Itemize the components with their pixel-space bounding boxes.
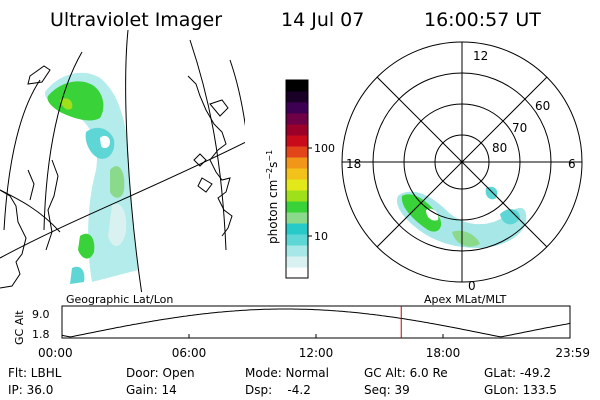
- altitude-xtick-label: 23:59: [555, 346, 590, 360]
- status-gain: Gain: 14: [126, 383, 177, 397]
- status-glon: GLon: 133.5: [484, 383, 557, 397]
- colorbar-cell: [286, 212, 308, 224]
- colorbar-cell: [286, 135, 308, 147]
- status-door: Door: Open: [126, 366, 195, 380]
- status-panel: Flt: LBHL IP: 36.0 Door: Open Gain: 14 M…: [8, 366, 557, 397]
- geographic-label: Geographic Lat/Lon: [66, 293, 173, 306]
- altitude-xtick-label: 06:00: [172, 346, 207, 360]
- colorbar-cell: [286, 80, 308, 92]
- colorbar-cell: [286, 179, 308, 191]
- altitude-plot: GC Alt 9.0 1.8 00:00 06:00 12:00 18:00 23:59: [13, 305, 590, 360]
- colorbar-cell: [286, 146, 308, 158]
- polar-plot: 12 18 6 0 60 70 80: [341, 41, 583, 293]
- time-label: 16:00:57 UT: [424, 9, 541, 31]
- colorbar-scale: [286, 80, 308, 279]
- colorbar-cell: [286, 234, 308, 246]
- date-label: 14 Jul 07: [281, 9, 364, 31]
- mlat-label-80: 80: [492, 141, 507, 155]
- colorbar-label: photon cm−2s−1: [265, 150, 280, 244]
- status-dsp: Dsp: -4.2: [245, 383, 311, 397]
- altitude-plot-frame: [61, 305, 571, 339]
- polar-aurora-image: [396, 186, 527, 248]
- altitude-curve: [61, 308, 571, 338]
- colorbar-cell: [286, 113, 308, 125]
- status-flt: Flt: LBHL: [8, 366, 62, 380]
- colorbar-frame: [285, 79, 309, 279]
- status-gcalt: GC Alt: 6.0 Re: [364, 366, 448, 380]
- mlt-label-12: 12: [473, 49, 488, 63]
- altitude-xtick-label: 18:00: [426, 346, 461, 360]
- mlat-label-60: 60: [535, 99, 550, 113]
- colorbar-tick-10: 10: [314, 230, 328, 243]
- mlt-label-6: 6: [568, 157, 576, 171]
- colorbar-tick-100: 100: [314, 142, 335, 155]
- mlt-label-18: 18: [346, 157, 361, 171]
- colorbar-cell: [286, 168, 308, 180]
- status-ip: IP: 36.0: [8, 383, 53, 397]
- instrument-title: Ultraviolet Imager: [50, 9, 222, 31]
- geographic-map: [0, 30, 245, 292]
- colorbar-cell: [286, 223, 308, 235]
- altitude-xtick-label: 00:00: [38, 346, 73, 360]
- altitude-ylabel: GC Alt: [13, 310, 26, 345]
- colorbar-cell: [286, 124, 308, 136]
- geo-coastlines: [0, 65, 233, 289]
- colorbar-cell: [286, 256, 308, 268]
- colorbar-cell: [286, 267, 308, 279]
- altitude-ytick-bottom: 1.8: [32, 328, 50, 341]
- status-glat: GLat: -49.2: [484, 366, 551, 380]
- status-seq: Seq: 39: [364, 383, 410, 397]
- altitude-ytick-top: 9.0: [32, 308, 50, 321]
- apex-label: Apex MLat/MLT: [424, 293, 507, 306]
- colorbar-cell: [286, 157, 308, 169]
- colorbar-cell: [286, 245, 308, 257]
- header: Ultraviolet Imager 14 Jul 07 16:00:57 UT: [50, 9, 541, 31]
- colorbar-cell: [286, 201, 308, 213]
- colorbar-cell: [286, 190, 308, 202]
- altitude-xticks: 00:00 06:00 12:00 18:00 23:59: [38, 334, 590, 360]
- mlt-label-0: 0: [468, 279, 476, 293]
- colorbar: 100 10 photon cm−2s−1: [265, 79, 335, 279]
- geo-aurora-image: [44, 72, 139, 284]
- polar-grid: [341, 41, 583, 283]
- mlat-label-70: 70: [512, 121, 527, 135]
- status-mode: Mode: Normal: [245, 366, 329, 380]
- colorbar-cell: [286, 102, 308, 114]
- colorbar-cell: [286, 91, 308, 103]
- altitude-xtick-label: 12:00: [299, 346, 334, 360]
